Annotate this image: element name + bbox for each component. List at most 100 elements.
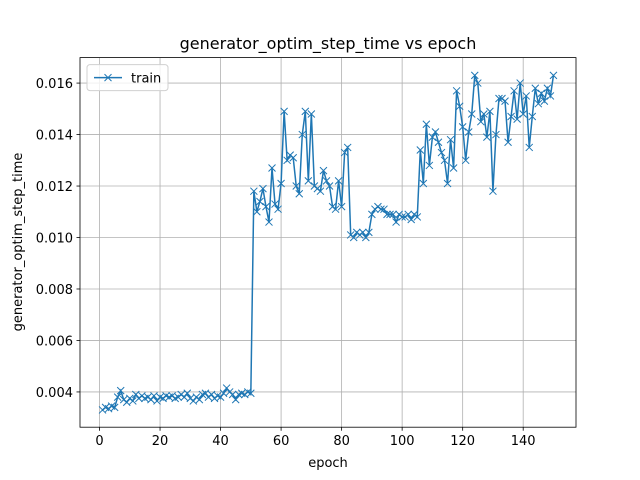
marker bbox=[262, 202, 270, 211]
marker bbox=[464, 128, 473, 136]
marker bbox=[131, 390, 140, 399]
marker bbox=[543, 84, 552, 93]
marker bbox=[531, 84, 540, 93]
marker bbox=[467, 110, 476, 118]
marker bbox=[501, 97, 509, 105]
legend-label: train bbox=[131, 72, 161, 87]
marker bbox=[492, 130, 500, 139]
marker bbox=[250, 187, 258, 196]
marker bbox=[319, 166, 328, 175]
x-axis-label: epoch bbox=[308, 456, 348, 471]
marker bbox=[461, 156, 470, 165]
marker bbox=[398, 213, 406, 221]
marker bbox=[489, 187, 497, 196]
marker bbox=[316, 187, 325, 196]
marker bbox=[222, 384, 231, 392]
marker bbox=[504, 138, 512, 147]
marker bbox=[528, 112, 537, 121]
marker bbox=[307, 110, 316, 118]
marker bbox=[473, 79, 482, 87]
marker bbox=[434, 138, 443, 147]
marker bbox=[292, 182, 301, 190]
marker bbox=[486, 107, 494, 116]
y-axis-label: generator_optim_step_time bbox=[11, 153, 26, 332]
marker bbox=[304, 177, 313, 185]
marker bbox=[440, 156, 449, 165]
marker bbox=[207, 390, 216, 399]
marker bbox=[289, 153, 298, 162]
y-tick-label: 0.006 bbox=[36, 334, 73, 349]
marker bbox=[246, 389, 255, 398]
marker bbox=[416, 146, 425, 154]
marker bbox=[256, 197, 264, 206]
y-tick-label: 0.004 bbox=[36, 386, 73, 401]
marker bbox=[404, 210, 413, 219]
marker bbox=[268, 164, 276, 172]
marker bbox=[334, 177, 343, 185]
marker bbox=[265, 218, 273, 226]
marker bbox=[201, 389, 210, 398]
marker bbox=[431, 128, 440, 136]
marker bbox=[537, 89, 546, 98]
marker bbox=[383, 210, 391, 219]
legend: train bbox=[86, 64, 169, 92]
marker bbox=[216, 393, 225, 401]
marker bbox=[322, 177, 331, 185]
marker bbox=[298, 130, 307, 139]
y-tick-label: 0.010 bbox=[36, 232, 73, 247]
marker bbox=[337, 202, 346, 211]
marker bbox=[361, 233, 370, 242]
y-tick-label: 0.016 bbox=[36, 77, 73, 92]
marker bbox=[534, 99, 543, 108]
x-tick-label: 40 bbox=[212, 434, 229, 449]
marker bbox=[470, 71, 479, 80]
marker bbox=[295, 189, 304, 198]
marker bbox=[525, 143, 534, 152]
marker bbox=[549, 71, 558, 80]
x-tick-label: 60 bbox=[273, 434, 290, 449]
marker bbox=[377, 205, 385, 214]
marker bbox=[495, 94, 503, 103]
marker bbox=[513, 115, 521, 123]
marker bbox=[413, 213, 422, 221]
marker bbox=[277, 179, 285, 188]
marker bbox=[449, 164, 458, 172]
marker bbox=[422, 120, 431, 129]
marker bbox=[389, 210, 397, 219]
legend-marker bbox=[104, 73, 112, 82]
marker bbox=[150, 391, 158, 400]
marker bbox=[540, 97, 549, 105]
marker bbox=[253, 207, 261, 216]
marker bbox=[428, 133, 437, 141]
marker bbox=[189, 397, 198, 405]
x-tick-label: 140 bbox=[511, 434, 536, 449]
y-tick-label: 0.008 bbox=[36, 283, 73, 298]
marker bbox=[380, 205, 388, 214]
marker bbox=[458, 122, 467, 131]
marker bbox=[386, 210, 394, 219]
chart-title: generator_optim_step_time vs epoch bbox=[180, 34, 477, 54]
marker bbox=[516, 79, 525, 87]
marker bbox=[228, 390, 237, 399]
x-tick-label: 100 bbox=[390, 434, 415, 449]
marker bbox=[365, 228, 373, 237]
marker bbox=[271, 200, 279, 208]
marker bbox=[219, 389, 228, 398]
marker bbox=[546, 92, 555, 100]
marker bbox=[195, 395, 204, 404]
x-tick-label: 20 bbox=[152, 434, 169, 449]
line bbox=[102, 75, 555, 411]
axes-frame bbox=[79, 57, 577, 428]
marker bbox=[358, 228, 367, 237]
y-tick-label: 0.014 bbox=[36, 129, 73, 144]
marker bbox=[183, 389, 192, 398]
marker bbox=[122, 398, 131, 407]
marker bbox=[116, 386, 125, 395]
marker bbox=[437, 148, 446, 157]
marker bbox=[479, 110, 488, 118]
marker bbox=[283, 156, 291, 165]
marker bbox=[153, 397, 161, 405]
x-tick-label: 80 bbox=[333, 434, 350, 449]
marker bbox=[510, 86, 518, 95]
